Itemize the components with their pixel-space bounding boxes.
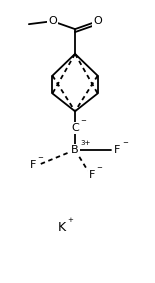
- Text: −: −: [97, 165, 102, 171]
- Text: 3+: 3+: [80, 140, 90, 146]
- Text: +: +: [67, 217, 73, 223]
- Text: O: O: [93, 16, 102, 26]
- Text: F: F: [30, 160, 36, 170]
- Text: C: C: [71, 123, 79, 133]
- Text: O: O: [48, 16, 57, 26]
- Text: B: B: [71, 145, 79, 155]
- Text: −: −: [80, 118, 86, 124]
- Text: K: K: [58, 221, 66, 234]
- Text: −: −: [122, 140, 128, 146]
- Text: −: −: [38, 155, 44, 161]
- Text: F: F: [89, 170, 95, 180]
- Text: F: F: [114, 145, 120, 155]
